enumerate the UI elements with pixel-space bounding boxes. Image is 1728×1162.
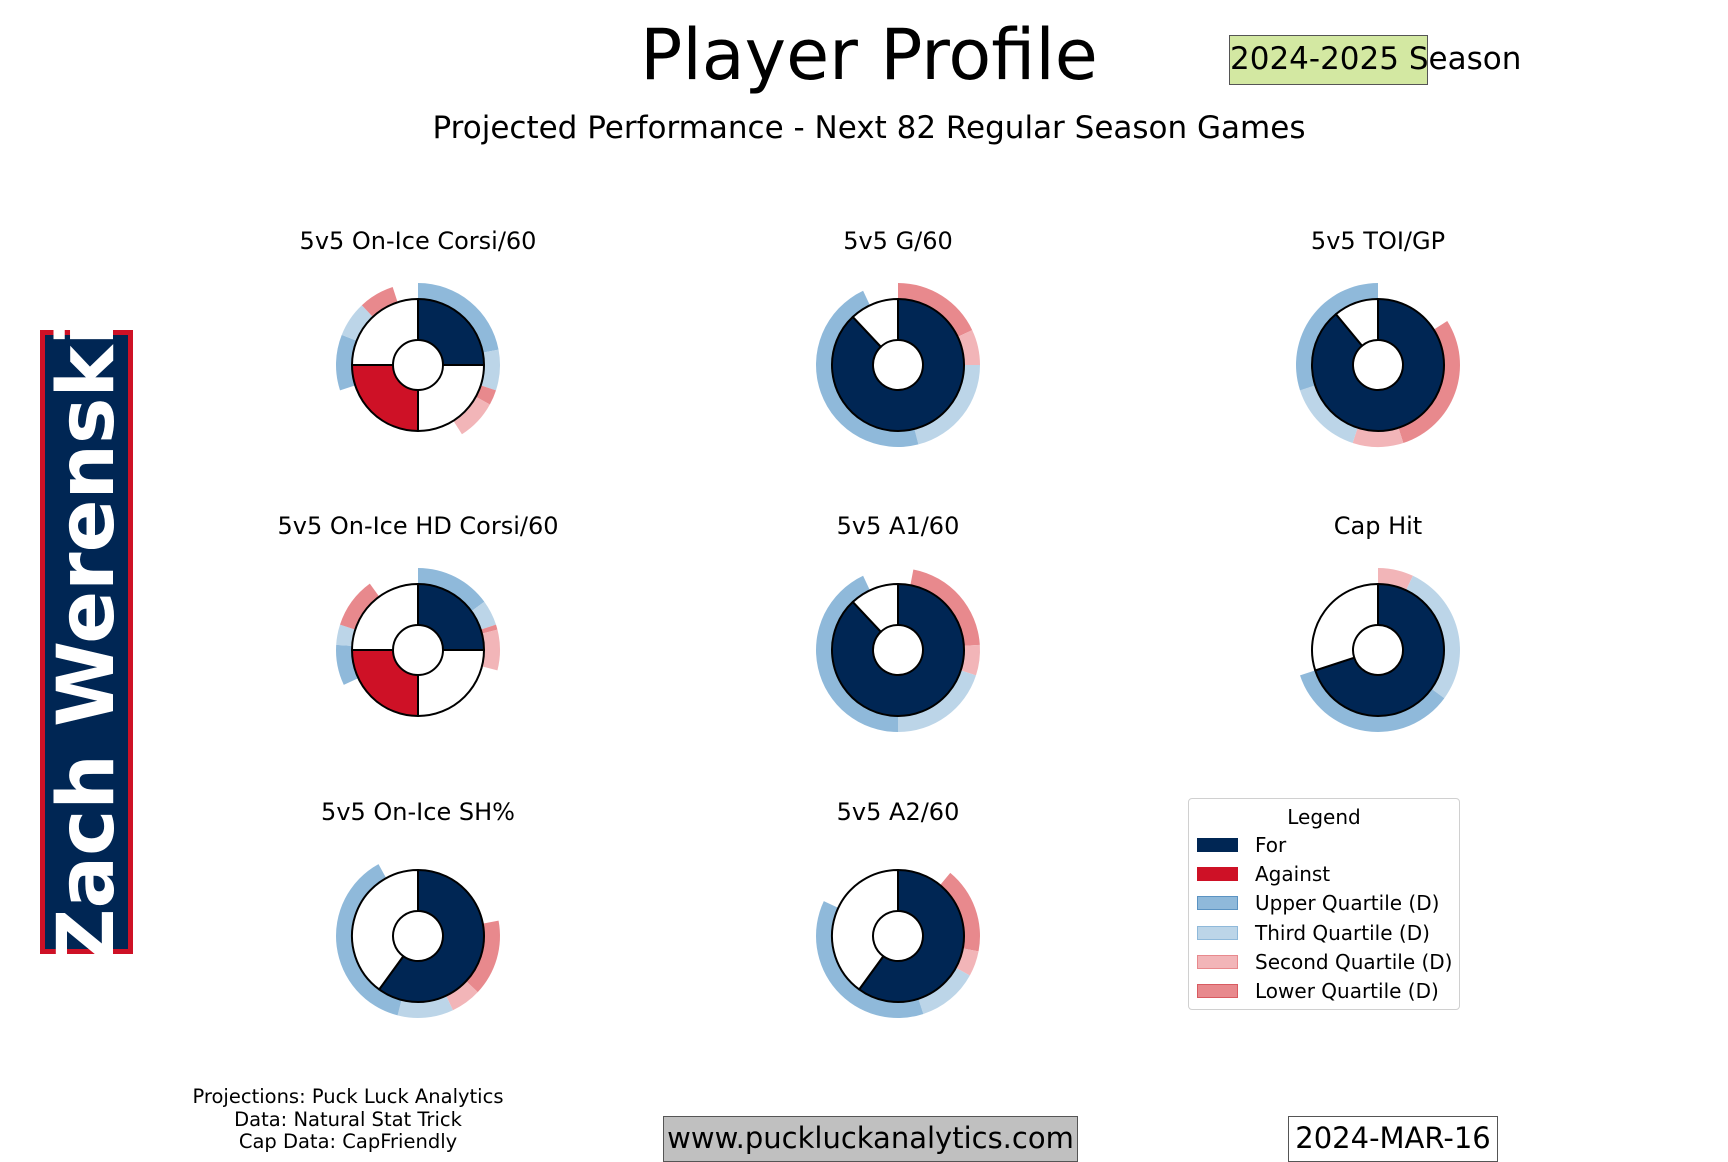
legend-swatch-lower-quartile	[1197, 984, 1238, 999]
donut-5v5-on-ice-corsi-60-outer-slice-upper-quartile-d-5	[336, 334, 357, 391]
donut-5v5-on-ice-sh-inner-slice-for-0	[378, 869, 485, 1003]
donut-5v5-g-60-outer-slice-second-quartile-d-1	[957, 330, 980, 365]
donut-5v5-on-ice-corsi-60-inner-slice-empty-1	[417, 364, 485, 432]
donut-cap-hit-outer-slice-upper-quartile-d-2	[1300, 670, 1445, 733]
donut-cap-hit-outer-slice-third-quartile-d-1	[1406, 575, 1460, 699]
legend-label-against: Against	[1255, 861, 1331, 886]
donut-5v5-a2-60-inner-slice-empty-1	[831, 869, 899, 991]
legend-swatch-against	[1197, 866, 1238, 881]
donut-5v5-a1-60-outer-slice-third-quartile-d-3	[898, 670, 976, 732]
donut-5v5-on-ice-sh-outer-slice-third-quartile-d-3	[397, 995, 453, 1019]
player-name: Zach Werenski	[41, 318, 132, 966]
metric-title-goals: 5v5 G/60	[843, 227, 953, 255]
legend-swatch-third-quartile	[1197, 925, 1238, 940]
legend-item-for: For	[1189, 830, 1459, 859]
donut-5v5-on-ice-corsi-60-outer-slice-upper-quartile-d-0	[418, 283, 499, 353]
donut-cap-hit-inner-slice-for-0	[1314, 583, 1445, 717]
donut-5v5-on-ice-hd-corsi-60-outer-slice-second-quartile-d-3	[481, 629, 500, 671]
legend-label-lower-quartile: Lower Quartile (D)	[1255, 979, 1439, 1004]
metric-title-hd-corsi: 5v5 On-Ice HD Corsi/60	[277, 512, 559, 540]
season-badge: 2024-2025 Season	[1229, 35, 1521, 85]
donut-5v5-on-ice-corsi-60-inner-slice-against-2	[351, 364, 419, 432]
metric-title-cap-hit: Cap Hit	[1333, 512, 1423, 540]
legend-item-third-quartile: Third Quartile (D)	[1189, 918, 1459, 947]
donut-5v5-g-60-outer-slice-third-quartile-d-2	[914, 365, 980, 445]
credit-projections: Projections: Puck Luck Analytics	[192, 1085, 504, 1108]
donut-5v5-on-ice-corsi-60-outer-slice-third-quartile-d-6	[341, 305, 373, 341]
donut-5v5-a1-60-inner-slice-empty-1	[851, 583, 899, 633]
donut-5v5-toi-gp-inner-slice-for-0	[1311, 298, 1445, 432]
donut-5v5-g-60-inner-slice-empty-1	[851, 298, 899, 348]
legend-item-upper-quartile: Upper Quartile (D)	[1189, 889, 1459, 918]
page-subtitle: Projected Performance - Next 82 Regular …	[432, 110, 1306, 146]
legend-item-second-quartile: Second Quartile (D)	[1189, 947, 1459, 976]
donut-cap-hit-outer-slice-second-quartile-d-0	[1378, 568, 1413, 591]
donut-5v5-toi-gp-outer-slice-third-quartile-d-3	[1300, 385, 1358, 443]
donut-5v5-toi-gp-inner-slice-empty-1	[1334, 298, 1379, 347]
donut-5v5-g-60-outer-slice-lower-quartile-d-0	[898, 283, 973, 337]
legend-item-against: Against	[1189, 859, 1459, 888]
donut-5v5-a1-60-outer-slice-upper-quartile-d-4	[816, 575, 898, 732]
donut-5v5-a2-60-outer-slice-second-quartile-d-2	[955, 948, 979, 976]
donut-5v5-on-ice-corsi-60-outer-slice-second-quartile-d-3	[453, 396, 490, 435]
legend: Legend For Against Upper Quartile (D) Th…	[1188, 798, 1460, 1010]
credit-cap-data: Cap Data: CapFriendly	[238, 1130, 458, 1153]
donut-5v5-on-ice-corsi-60-outer-slice-third-quartile-d-1	[480, 349, 500, 391]
donut-5v5-on-ice-hd-corsi-60-inner-slice-for-0	[417, 583, 485, 651]
donut-cap-hit-inner-slice-empty-1	[1311, 583, 1379, 672]
donut-5v5-toi-gp-outer-slice-upper-quartile-d-4	[1296, 283, 1378, 391]
donut-5v5-on-ice-corsi-60-inner-slice-for-0	[417, 298, 485, 366]
donut-5v5-toi-gp-outer-slice-second-quartile-d-2	[1352, 427, 1404, 447]
metric-title-secondary-assists: 5v5 A2/60	[836, 798, 960, 826]
donut-5v5-a2-60-inner-slice-for-0	[858, 869, 965, 1003]
donut-5v5-a2-60-outer-slice-upper-quartile-d-4	[815, 901, 924, 1019]
donut-5v5-on-ice-corsi-60-outer-slice-lower-quartile-d-7	[361, 287, 398, 317]
donut-5v5-a2-60-outer-slice-third-quartile-d-3	[918, 967, 970, 1014]
donut-5v5-a1-60-outer-slice-second-quartile-d-2	[960, 644, 980, 676]
metric-title-toi: 5v5 TOI/GP	[1310, 227, 1446, 255]
report-date: 2024-MAR-16	[1288, 1116, 1498, 1162]
metric-title-shooting-pct: 5v5 On-Ice SH%	[321, 798, 515, 826]
donut-5v5-on-ice-hd-corsi-60-outer-slice-upper-quartile-d-5	[335, 644, 359, 685]
donut-5v5-on-ice-hd-corsi-60-outer-slice-lower-quartile-d-2	[480, 624, 498, 634]
legend-label-upper-quartile: Upper Quartile (D)	[1255, 891, 1440, 916]
donut-5v5-on-ice-hd-corsi-60-outer-slice-upper-quartile-d-0	[418, 568, 485, 612]
player-name-banner: Zach Werenski	[40, 319, 133, 965]
legend-label-for: For	[1255, 832, 1287, 857]
donut-5v5-a2-60-outer-slice-lower-quartile-d-1	[940, 872, 980, 952]
donut-5v5-g-60-inner-slice-for-0	[831, 298, 965, 432]
page-title: Player Profile	[640, 14, 1098, 96]
donut-5v5-a1-60-inner-slice-for-0	[831, 583, 965, 717]
donut-5v5-on-ice-hd-corsi-60-inner-slice-empty-3	[351, 583, 419, 651]
donut-5v5-on-ice-hd-corsi-60-inner-slice-against-2	[351, 649, 419, 717]
donut-5v5-on-ice-hd-corsi-60-outer-slice-third-quartile-d-1	[471, 601, 496, 630]
metric-title-corsi: 5v5 On-Ice Corsi/60	[299, 227, 537, 255]
legend-swatch-for	[1197, 837, 1238, 852]
metric-title-primary-assists: 5v5 A1/60	[836, 512, 960, 540]
legend-title: Legend	[1287, 805, 1361, 829]
donut-5v5-on-ice-corsi-60-inner-slice-empty-3	[351, 298, 419, 366]
donut-5v5-on-ice-hd-corsi-60-outer-slice-third-quartile-d-6	[336, 624, 356, 646]
donut-5v5-on-ice-sh-inner-slice-empty-1	[351, 869, 419, 991]
legend-swatch-upper-quartile	[1197, 896, 1238, 911]
donut-5v5-on-ice-hd-corsi-60-inner-slice-empty-1	[417, 649, 485, 717]
legend-label-second-quartile: Second Quartile (D)	[1255, 949, 1453, 974]
donut-5v5-g-60-outer-slice-upper-quartile-d-3	[815, 290, 919, 448]
donut-5v5-on-ice-corsi-60-outer-slice-lower-quartile-d-2	[475, 385, 496, 405]
credit-data: Data: Natural Stat Trick	[234, 1107, 462, 1131]
donut-5v5-on-ice-sh-outer-slice-upper-quartile-d-4	[335, 864, 402, 1016]
donut-5v5-on-ice-sh-outer-slice-lower-quartile-d-1	[466, 920, 500, 993]
donut-5v5-toi-gp-outer-slice-lower-quartile-d-1	[1398, 321, 1460, 443]
credits: Projections: Puck Luck Analytics Data: N…	[148, 1085, 548, 1154]
website-link[interactable]: www.puckluckanalytics.com	[663, 1116, 1078, 1162]
donut-5v5-a1-60-outer-slice-lower-quartile-d-1	[910, 569, 980, 646]
donut-5v5-on-ice-hd-corsi-60-outer-slice-lower-quartile-d-7	[340, 583, 380, 630]
legend-swatch-second-quartile	[1197, 954, 1238, 969]
donut-5v5-on-ice-sh-outer-slice-second-quartile-d-2	[446, 981, 478, 1011]
legend-item-lower-quartile: Lower Quartile (D)	[1189, 976, 1459, 1005]
legend-label-third-quartile: Third Quartile (D)	[1255, 920, 1430, 945]
